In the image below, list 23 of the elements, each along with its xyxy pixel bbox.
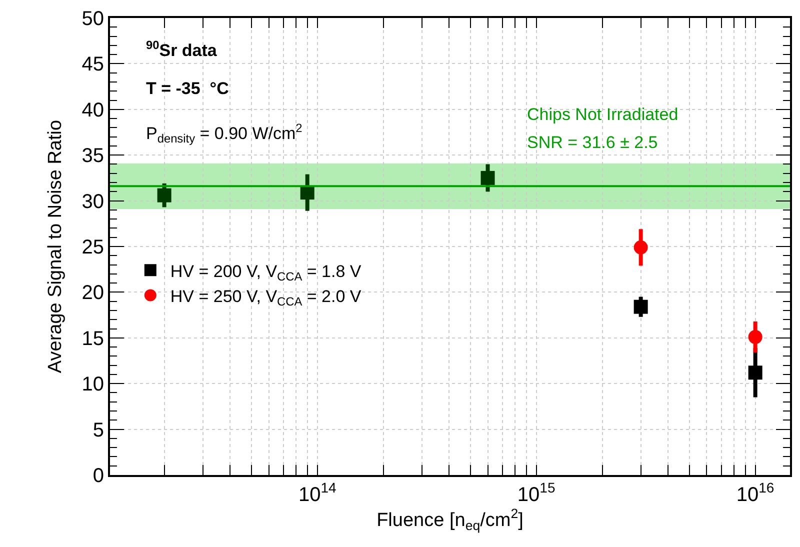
- annotation: $^{90}$Sr data: [146, 38, 218, 60]
- band-label: SNR = 31.6 ± 2.5: [527, 133, 658, 152]
- y-tick-label: 40: [82, 99, 104, 122]
- y-tick-label: 50: [82, 8, 104, 30]
- annotation: T = -35 °C: [146, 79, 229, 98]
- y-tick-label: 20: [82, 282, 104, 304]
- y-axis-title: Average Signal to Noise Ratio: [45, 120, 66, 374]
- y-tick-label: 0: [92, 465, 104, 487]
- ref-line-label: Chips Not Irradiated: [527, 105, 678, 124]
- y-tick-label: 35: [82, 145, 104, 168]
- y-tick-label: 25: [82, 236, 104, 258]
- annotation: P$_{density}$ = 0.90 W/cm$^{2}$: [146, 121, 303, 146]
- x-axis-title: Fluence [n$_{eq}$/cm$^{2}$]: [376, 506, 524, 533]
- y-tick-label: 45: [82, 54, 104, 76]
- y-tick-label: 15: [82, 328, 104, 350]
- x-tick-label: 10$^{15}$: [517, 480, 556, 506]
- legend-label: HV = 250 V, V$_{CCA}$ = 2.0 V: [170, 286, 362, 308]
- y-tick-label: 10: [82, 374, 104, 396]
- legend-label: HV = 200 V, V$_{CCA}$ = 1.8 V: [170, 262, 362, 284]
- y-tick-label: 5: [92, 419, 104, 442]
- x-tick-label: 10$^{14}$: [298, 480, 336, 506]
- x-tick-label: 10$^{16}$: [736, 480, 774, 506]
- y-tick-label: 30: [82, 190, 104, 213]
